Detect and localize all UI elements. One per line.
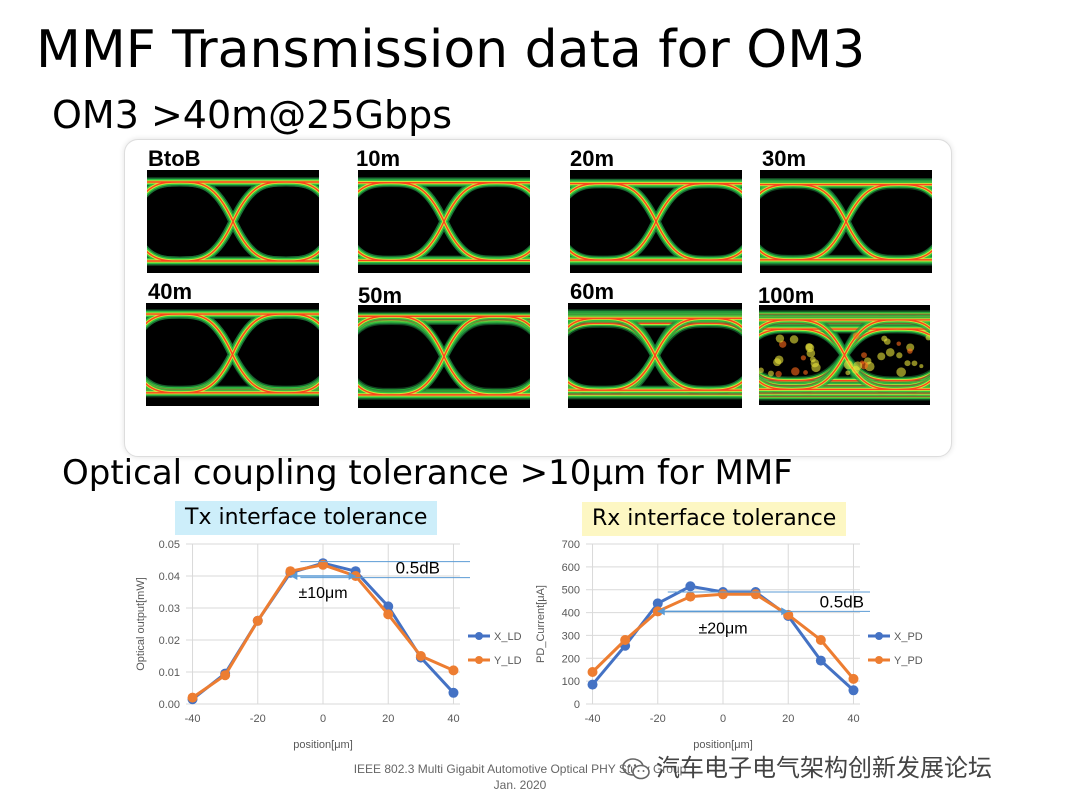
tx-tolerance-chart: 0.00 0.01 0.02 0.03 0.04 0.05 -40 -20 0 20 40 posit… (130, 536, 540, 754)
data-point-y_pd (815, 635, 826, 645)
y-tick-label: 0.05 (159, 539, 180, 551)
eye-label-100m: 100m (758, 283, 815, 308)
eye-diagram-10m (358, 170, 530, 273)
watermark: 汽车电子电气架构创新发展论坛 (622, 748, 992, 783)
footer-line-2: Jan. 2020 (493, 778, 547, 792)
eye-label-50m: 50m (358, 283, 403, 308)
x-tick-label: 40 (847, 713, 859, 725)
eye-diagram-100m (759, 305, 930, 405)
y-tick-label: 0.00 (159, 699, 180, 711)
legend-marker (475, 632, 483, 640)
y-tick-label: 0.02 (159, 635, 180, 647)
eye-diagram-20m (570, 170, 742, 273)
y-tick-label: 400 (562, 608, 580, 620)
watermark-text: 汽车电子电气架构创新发展论坛 (656, 754, 992, 782)
eye-diagram-40m (146, 303, 319, 406)
y-axis-label: PD_Current[μA] (535, 585, 547, 663)
x-tick-label: 0 (320, 713, 326, 725)
x-axis-label: position[μm] (693, 739, 753, 751)
data-point-y_ld (318, 559, 328, 570)
x-tick-label: -40 (585, 713, 601, 725)
x-tick-label: -20 (250, 713, 266, 725)
y-tick-label: 600 (562, 562, 580, 574)
rx-tolerance-tag: Rx interface tolerance (582, 502, 847, 536)
y-tick-label: 0.03 (159, 603, 180, 615)
eye-diagram-60m (568, 303, 742, 408)
db-annotation: 0.5dB (820, 592, 864, 611)
arrowhead-left (657, 607, 665, 616)
legend-marker (875, 632, 883, 640)
arrowhead-left (290, 572, 298, 580)
legend-label: X_PD (894, 631, 923, 643)
tolerance-annotation: ±10μm (298, 585, 347, 602)
legend-label: Y_PD (894, 655, 923, 667)
legend-marker (475, 656, 483, 664)
wechat-icon (622, 758, 650, 780)
y-tick-label: 100 (562, 676, 580, 688)
data-point-y_ld (285, 566, 296, 577)
x-tick-label: -40 (185, 713, 201, 725)
data-point-y_pd (718, 589, 728, 600)
data-point-y_pd (685, 591, 696, 602)
data-point-x_ld (448, 687, 459, 698)
x-tick-label: 0 (720, 713, 726, 725)
db-annotation: 0.5dB (396, 559, 440, 578)
legend-marker (875, 656, 883, 664)
y-tick-label: 300 (562, 630, 580, 642)
data-point-y_ld (383, 609, 394, 620)
footer-line-1: IEEE 802.3 Multi Gigabit Automotive Opti… (353, 762, 687, 776)
data-point-x_ld (383, 601, 394, 612)
eye-diagram-btob (147, 170, 319, 273)
data-point-y_pd (620, 635, 631, 645)
data-point-y_ld (415, 651, 426, 661)
eye-diagram-50m (358, 305, 530, 408)
data-point-y_pd (587, 667, 598, 677)
slide-title: MMF Transmission data for OM3 (36, 20, 866, 80)
legend-label: X_LD (494, 631, 522, 643)
x-tick-label: 20 (382, 713, 394, 725)
x-tick-label: -20 (650, 713, 666, 725)
y-tick-label: 500 (562, 585, 580, 597)
y-tick-label: 0.04 (159, 571, 180, 583)
data-point-x_pd (652, 598, 663, 609)
data-point-y_ld (448, 665, 459, 676)
data-point-x_pd (848, 685, 859, 696)
eye-label-10m: 10m (356, 146, 401, 171)
data-point-x_pd (815, 655, 826, 666)
eye-label-20m: 20m (570, 146, 615, 171)
data-point-x_pd (587, 679, 598, 690)
data-point-y_ld (187, 692, 198, 703)
data-point-x_pd (685, 581, 696, 592)
eye-label-btob: BtoB (148, 146, 201, 171)
x-tick-label: 20 (782, 713, 794, 725)
y-axis-label: Optical output[mW] (135, 577, 147, 671)
x-tick-label: 40 (447, 713, 459, 725)
eye-label-40m: 40m (148, 279, 193, 304)
legend-label: Y_LD (494, 655, 522, 667)
tx-tolerance-tag: Tx interface tolerance (175, 501, 438, 535)
data-point-y_ld (252, 615, 263, 626)
section-title: Optical coupling tolerance >10μm for MMF (62, 453, 793, 493)
y-tick-label: 0 (574, 699, 580, 711)
eye-diagram-30m (760, 170, 932, 273)
y-tick-label: 700 (562, 539, 580, 551)
eye-label-30m: 30m (762, 146, 807, 171)
data-point-y_ld (220, 670, 231, 681)
arrowhead-right (781, 607, 789, 616)
data-point-y_pd (848, 673, 859, 684)
rx-tolerance-chart: 0 100 200 300 400 500 600 700 -40 -20 0 20 40 positio… (530, 536, 940, 754)
data-point-y_pd (750, 589, 761, 600)
y-tick-label: 200 (562, 653, 580, 665)
eye-label-60m: 60m (570, 279, 615, 304)
tolerance-annotation: ±20μm (698, 620, 747, 637)
slide-subtitle: OM3 >40m@25Gbps (52, 93, 453, 137)
y-tick-label: 0.01 (159, 667, 180, 679)
x-axis-label: position[μm] (293, 739, 353, 751)
arrowhead-right (348, 572, 356, 580)
